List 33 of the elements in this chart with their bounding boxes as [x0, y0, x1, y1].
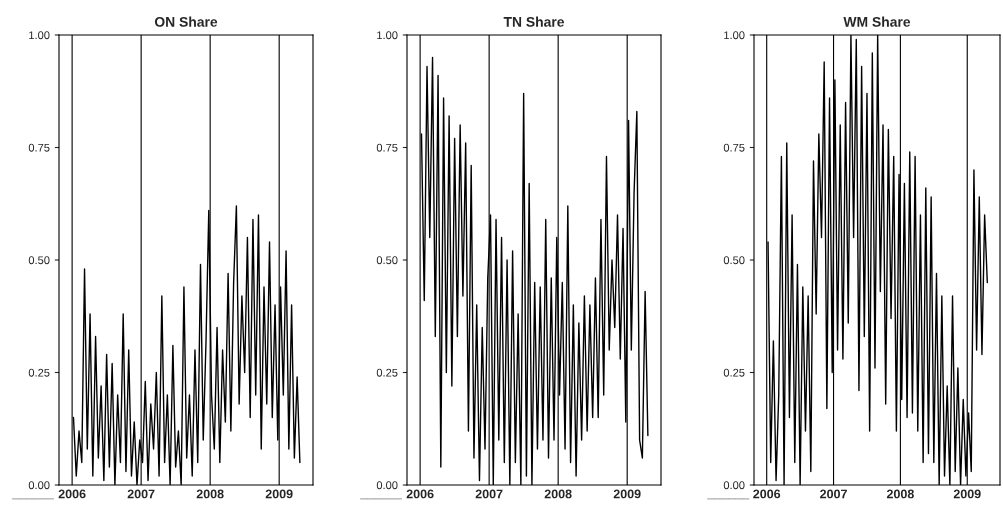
- chart-title: WM Share: [843, 16, 911, 27]
- y-tick-label: 1.00: [724, 31, 745, 40]
- text: ______: [12, 498, 55, 500]
- y-tick-label: 0.75: [28, 143, 50, 152]
- y-tick-label: 0.25: [28, 368, 50, 377]
- y-tick-label: 0.25: [376, 368, 398, 377]
- y-tick-label: 0.50: [723, 256, 745, 265]
- x-tick-label: 2008: [196, 489, 224, 499]
- x-tick-label: 2008: [544, 489, 572, 499]
- y-tick-label: 0.50: [376, 256, 398, 265]
- text: ______: [707, 498, 750, 500]
- y-tick-label: 0.00: [28, 481, 50, 490]
- y-tick-label: 0.50: [28, 256, 50, 265]
- x-tick-label: 2009: [265, 489, 293, 499]
- x-tick-label: 2009: [953, 489, 981, 499]
- y-tick-label: 1.00: [29, 31, 50, 40]
- x-tick-label: 2008: [886, 489, 914, 499]
- chart-title: TN Share: [503, 16, 565, 27]
- y-tick-label: 1.00: [377, 31, 398, 40]
- y-tick-label: 0.75: [376, 143, 398, 152]
- x-tick-label: 2006: [58, 489, 86, 499]
- y-tick-label: 0.25: [723, 368, 745, 377]
- x-tick-label: 2009: [613, 489, 641, 499]
- x-tick-label: 2007: [127, 489, 155, 499]
- text: ______: [360, 498, 403, 500]
- y-tick-label: 0.75: [723, 143, 745, 152]
- x-tick-label: 2006: [753, 489, 781, 499]
- x-tick-label: 2007: [475, 489, 503, 499]
- chart-title: ON Share: [154, 16, 218, 27]
- y-tick-label: 0.00: [723, 481, 745, 490]
- x-tick-label: 2007: [820, 489, 847, 499]
- y-tick-label: 0.00: [376, 481, 398, 490]
- x-tick-label: 2006: [406, 489, 434, 499]
